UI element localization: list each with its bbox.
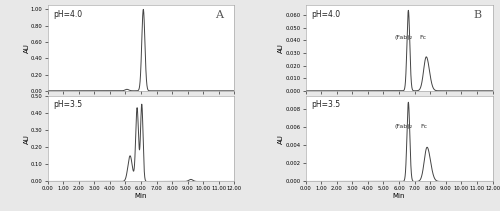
Text: (Fab)₂: (Fab)₂ xyxy=(394,124,412,129)
Text: pH=3.5: pH=3.5 xyxy=(53,100,82,109)
Y-axis label: AU: AU xyxy=(24,134,30,144)
Text: (Fab)₂: (Fab)₂ xyxy=(394,35,412,41)
Text: pH=4.0: pH=4.0 xyxy=(311,9,340,19)
Y-axis label: AU: AU xyxy=(24,43,30,53)
Text: Fc: Fc xyxy=(420,124,428,129)
Text: pH=4.0: pH=4.0 xyxy=(53,9,82,19)
Text: Fc: Fc xyxy=(420,35,426,41)
Y-axis label: AU: AU xyxy=(278,43,284,53)
Y-axis label: AU: AU xyxy=(278,134,284,144)
Text: A: A xyxy=(216,9,224,20)
Text: B: B xyxy=(473,9,482,20)
X-axis label: Min: Min xyxy=(134,193,147,199)
X-axis label: Min: Min xyxy=(393,193,406,199)
Text: pH=3.5: pH=3.5 xyxy=(311,100,340,109)
